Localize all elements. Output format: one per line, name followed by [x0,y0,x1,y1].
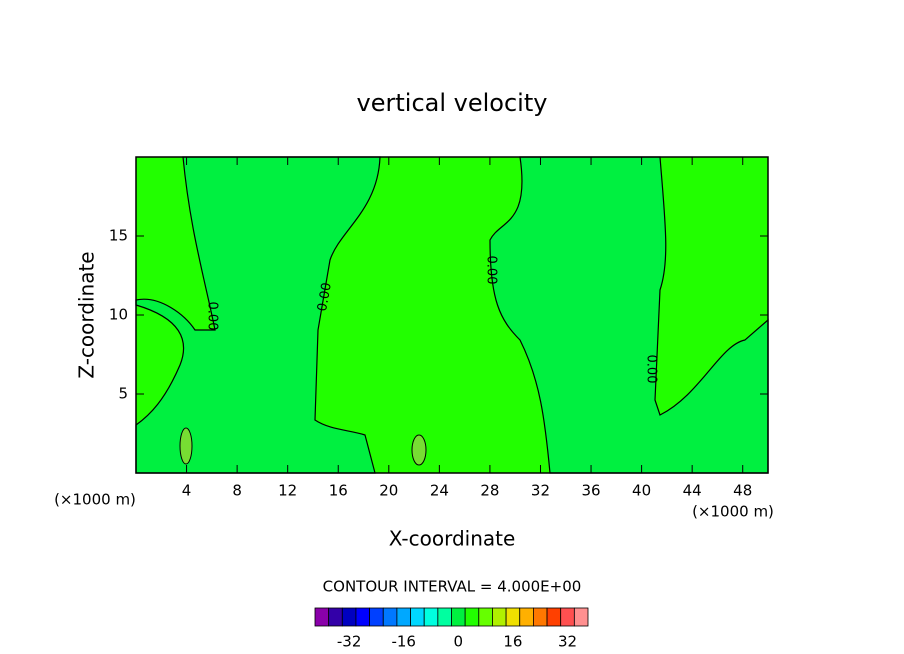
x-tick-label: 32 [531,482,550,500]
colorbar-box [314,607,330,627]
x-axis-label: X-coordinate [389,527,516,551]
colorbar-tick-label: -16 [391,633,416,651]
contour-label: 0.00 [484,256,499,285]
x-tick-label: 12 [278,482,297,500]
contour-label: 0.00 [205,302,220,331]
y-tick-label: 10 [109,306,128,324]
colorbar-box [382,607,398,627]
y-unit: (×1000 m) [54,491,136,509]
x-tick-label: 44 [683,482,702,500]
colorbar-box [533,607,548,627]
colorbar-box [573,607,589,627]
contour-region [489,156,769,474]
x-tick-label: 48 [733,482,752,500]
colorbar-box [451,607,466,627]
colorbar-tick-label: 16 [503,633,522,651]
colorbar-box [423,607,439,627]
y-tick-label: 15 [109,227,128,245]
chart-title: vertical velocity [357,89,548,117]
colorbar-box [369,607,384,627]
contour-field [135,156,769,474]
colorbar-box [546,607,562,627]
x-tick-label: 24 [430,482,449,500]
contour-label: 0.00 [315,281,335,312]
colorbar-box [560,607,575,627]
x-tick-label: 16 [329,482,348,500]
x-tick-label: 28 [480,482,499,500]
colorbar-tick-label: -32 [337,633,362,651]
colorbar-box [355,607,371,627]
contour-interval: CONTOUR INTERVAL = 4.000E+00 [323,578,582,596]
contour-region [179,427,193,465]
x-unit: (×1000 m) [692,503,774,521]
x-tick-label: 4 [182,482,192,500]
colorbar-tick-label: 32 [558,633,577,651]
colorbar-box [341,607,357,627]
contour-region [411,434,427,466]
colorbar-box [492,607,507,627]
colorbar-box [478,607,493,627]
colorbar-box [437,607,452,627]
x-tick-label: 20 [379,482,398,500]
colorbar-box [396,607,411,627]
colorbar-box [464,607,480,627]
y-tick-label: 5 [118,385,128,403]
colorbar-box [328,607,343,627]
contour-label: 0.00 [644,355,659,384]
x-tick-label: 8 [232,482,242,500]
contour-region [135,156,381,474]
y-axis-label: Z-coordinate [75,251,99,378]
x-tick-label: 40 [632,482,651,500]
colorbar-box [410,607,425,627]
colorbar-box [519,607,534,627]
x-tick-label: 36 [581,482,600,500]
colorbar-box [505,607,521,627]
colorbar-tick-label: 0 [454,633,464,651]
